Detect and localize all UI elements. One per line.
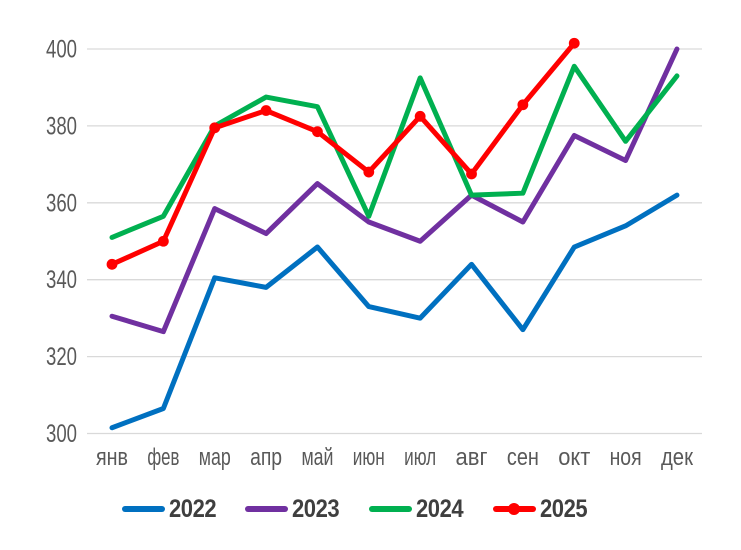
x-axis-tick-label: апр — [250, 444, 282, 471]
x-axis-tick-label: фев — [147, 444, 179, 471]
x-axis-tick-label: авг — [456, 444, 488, 471]
legend-line-swatch-icon — [121, 506, 165, 512]
series-2025-point-marker[interactable] — [260, 105, 272, 116]
legend-item-2022[interactable]: 2022 — [121, 494, 217, 523]
series-2025-point-marker[interactable] — [414, 110, 426, 122]
y-axis-tick-label: 300 — [46, 420, 77, 448]
series-line-2023[interactable] — [109, 46, 680, 335]
line-chart-plot-area: 400 380 360 340 320 300 янв фев мар апр май июн июл а… — [46, 36, 702, 471]
x-axis-tick-label: янв — [96, 444, 128, 471]
series-2025-point-marker[interactable] — [312, 126, 323, 138]
x-axis-tick-label: мар — [199, 444, 231, 471]
x-axis-tick-label: сен — [507, 444, 539, 471]
y-axis-tick-label: 360 — [46, 189, 77, 217]
legend-line-marker-swatch-icon — [492, 503, 536, 515]
chart-legend: 2022 2023 2024 2025 — [0, 494, 725, 524]
legend-item-2024[interactable]: 2024 — [369, 494, 464, 523]
series-2025-point-marker[interactable] — [157, 235, 169, 247]
series-line-2024[interactable] — [109, 63, 680, 240]
series-2025-point-marker[interactable] — [363, 166, 375, 178]
y-axis-tick-label: 380 — [46, 112, 77, 140]
x-axis-tick-label: июл — [404, 444, 436, 471]
series-line-2022[interactable] — [109, 192, 680, 431]
legend-label-2023: 2023 — [292, 494, 340, 523]
series-2025-point-marker[interactable] — [466, 168, 477, 180]
x-axis-tick-label: май — [301, 444, 333, 471]
legend-label-2022: 2022 — [168, 494, 217, 523]
legend-line-swatch-icon — [369, 506, 412, 512]
legend-item-2023[interactable]: 2023 — [245, 494, 340, 523]
legend-label-2025: 2025 — [539, 494, 588, 523]
legend-label-2024: 2024 — [416, 494, 464, 523]
y-axis-tick-label: 320 — [46, 343, 77, 371]
legend-line-swatch-icon — [245, 506, 289, 512]
series-2025-point-marker[interactable] — [568, 37, 580, 49]
legend-marker-dot-icon — [508, 503, 521, 515]
x-axis-tick-label: дек — [661, 444, 693, 471]
x-axis-tick-label: ноя — [610, 444, 642, 471]
series-2025-point-marker[interactable] — [517, 99, 529, 111]
series-2025-point-marker[interactable] — [209, 122, 221, 134]
x-axis-tick-label: окт — [558, 444, 590, 471]
series-2025-point-marker[interactable] — [106, 258, 118, 270]
x-axis-tick-label: июн — [353, 444, 385, 471]
y-axis-tick-label: 340 — [46, 266, 77, 294]
series-line-2025[interactable] — [109, 40, 577, 267]
y-axis-tick-label: 400 — [46, 36, 77, 64]
legend-item-2025[interactable]: 2025 — [492, 494, 588, 523]
